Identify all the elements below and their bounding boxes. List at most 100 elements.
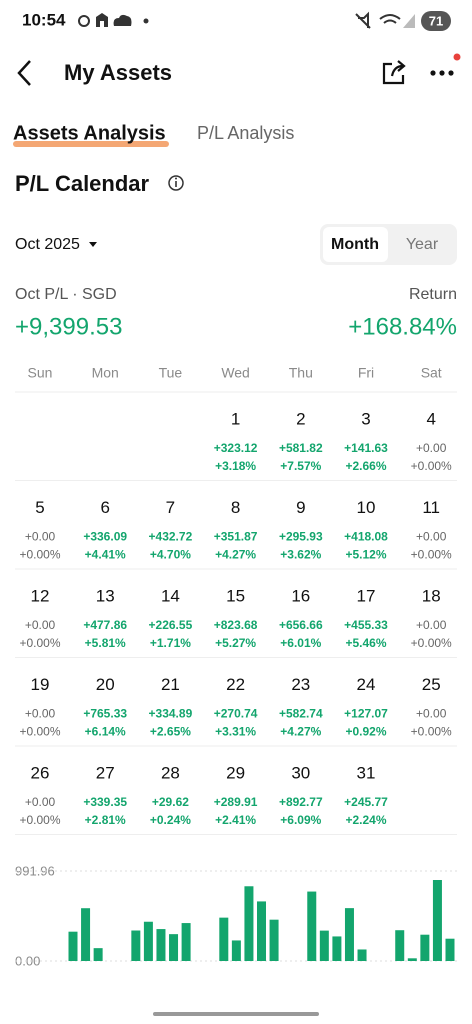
section-title: P/L Calendar xyxy=(15,171,150,196)
day-date[interactable]: 14 xyxy=(161,586,180,605)
summary-label: Oct P/L · SGD xyxy=(15,286,117,303)
day-pl: +0.00 xyxy=(25,795,56,809)
day-pct: +3.31% xyxy=(215,725,256,739)
battery-level: 71 xyxy=(429,13,443,28)
weekday-label: Fri xyxy=(358,365,374,381)
day-pl: +245.77 xyxy=(344,795,388,809)
day-pct: +2.24% xyxy=(345,813,386,827)
day-date[interactable]: 26 xyxy=(31,763,50,782)
bar xyxy=(143,921,153,961)
day-date[interactable]: 18 xyxy=(422,586,441,605)
home-indicator xyxy=(153,1012,319,1016)
day-date[interactable]: 31 xyxy=(357,763,376,782)
day-pct: +6.01% xyxy=(280,636,321,650)
bar xyxy=(445,938,455,961)
tab[interactable]: P/L Analysis xyxy=(197,123,294,143)
day-pct: +3.62% xyxy=(280,548,321,562)
dropdown-arrow xyxy=(89,242,97,247)
back-button[interactable] xyxy=(17,60,31,86)
day-date[interactable]: 7 xyxy=(166,498,175,517)
info-icon[interactable] xyxy=(168,175,184,191)
day-pl: +823.68 xyxy=(214,618,258,632)
day-pct: +0.00% xyxy=(411,636,452,650)
y-tick-label: 0.00 xyxy=(15,953,40,968)
day-date[interactable]: 4 xyxy=(426,409,435,428)
day-date[interactable]: 8 xyxy=(231,498,240,517)
bar xyxy=(181,923,191,961)
status-icon xyxy=(96,13,108,27)
day-date[interactable]: 24 xyxy=(357,675,376,694)
month-selector[interactable]: Oct 2025 xyxy=(15,236,80,253)
bar xyxy=(231,940,241,961)
day-date[interactable]: 27 xyxy=(96,763,115,782)
day-pl: +582.74 xyxy=(279,707,323,721)
battery xyxy=(421,11,451,31)
day-pl: +581.82 xyxy=(279,441,323,455)
day-date[interactable]: 15 xyxy=(226,586,245,605)
day-pct: +4.70% xyxy=(150,548,191,562)
day-date[interactable]: 21 xyxy=(161,675,180,694)
toggle-option-active[interactable]: Month xyxy=(331,236,379,253)
day-date[interactable]: 13 xyxy=(96,586,115,605)
day-pl: +0.00 xyxy=(25,707,56,721)
toggle-option[interactable]: Year xyxy=(406,236,439,253)
day-pl: +656.66 xyxy=(279,618,323,632)
day-date[interactable]: 3 xyxy=(361,409,370,428)
mute-icon xyxy=(355,11,371,29)
day-date[interactable]: 19 xyxy=(31,675,50,694)
bar xyxy=(269,919,279,961)
bar xyxy=(244,886,254,961)
bar xyxy=(219,917,229,961)
page-title: My Assets xyxy=(64,60,172,85)
weekday-label: Sun xyxy=(28,365,53,381)
day-date[interactable]: 16 xyxy=(291,586,310,605)
day-pct: +0.00% xyxy=(19,813,60,827)
more-button[interactable] xyxy=(430,53,461,76)
day-date[interactable]: 22 xyxy=(226,675,245,694)
day-date[interactable]: 28 xyxy=(161,763,180,782)
day-date[interactable]: 2 xyxy=(296,409,305,428)
day-pct: +0.00% xyxy=(411,459,452,473)
day-pct: +0.92% xyxy=(345,725,386,739)
day-pl: +289.91 xyxy=(214,795,258,809)
bar xyxy=(307,891,317,961)
status-icon xyxy=(143,18,149,24)
day-pl: +0.00 xyxy=(25,530,56,544)
weekday-label: Thu xyxy=(289,365,313,381)
day-date[interactable]: 6 xyxy=(100,498,109,517)
day-date[interactable]: 25 xyxy=(422,675,441,694)
day-pl: +334.89 xyxy=(149,707,193,721)
bar xyxy=(257,901,266,961)
day-date[interactable]: 5 xyxy=(35,498,44,517)
weekday-label: Mon xyxy=(92,365,119,381)
day-pl: +0.00 xyxy=(416,707,447,721)
day-pct: +5.27% xyxy=(215,636,256,650)
day-date[interactable]: 20 xyxy=(96,675,115,694)
day-pct: +0.24% xyxy=(150,813,191,827)
tab-active[interactable]: Assets Analysis xyxy=(13,122,166,144)
day-pct: +5.46% xyxy=(345,636,386,650)
day-date[interactable]: 1 xyxy=(231,409,240,428)
day-pl: +765.33 xyxy=(83,707,127,721)
day-date[interactable]: 10 xyxy=(357,498,376,517)
share-button[interactable] xyxy=(382,60,406,85)
status-icon xyxy=(113,14,132,26)
day-pct: +7.57% xyxy=(280,459,321,473)
day-date[interactable]: 17 xyxy=(357,586,376,605)
day-date[interactable]: 12 xyxy=(31,586,50,605)
day-date[interactable]: 11 xyxy=(422,498,440,517)
bar xyxy=(395,930,405,961)
bar xyxy=(131,930,141,961)
return-label: Return xyxy=(409,286,457,303)
bar xyxy=(68,931,78,961)
day-date[interactable]: 30 xyxy=(291,763,310,782)
day-pct: +2.41% xyxy=(215,813,256,827)
day-date[interactable]: 29 xyxy=(226,763,245,782)
day-pct: +4.27% xyxy=(215,548,256,562)
signal-icon xyxy=(403,14,415,28)
day-pl: +0.00 xyxy=(416,618,447,632)
day-pct: +5.12% xyxy=(345,548,386,562)
day-date[interactable]: 23 xyxy=(291,675,310,694)
day-date[interactable]: 9 xyxy=(296,498,305,517)
bar xyxy=(420,934,430,961)
